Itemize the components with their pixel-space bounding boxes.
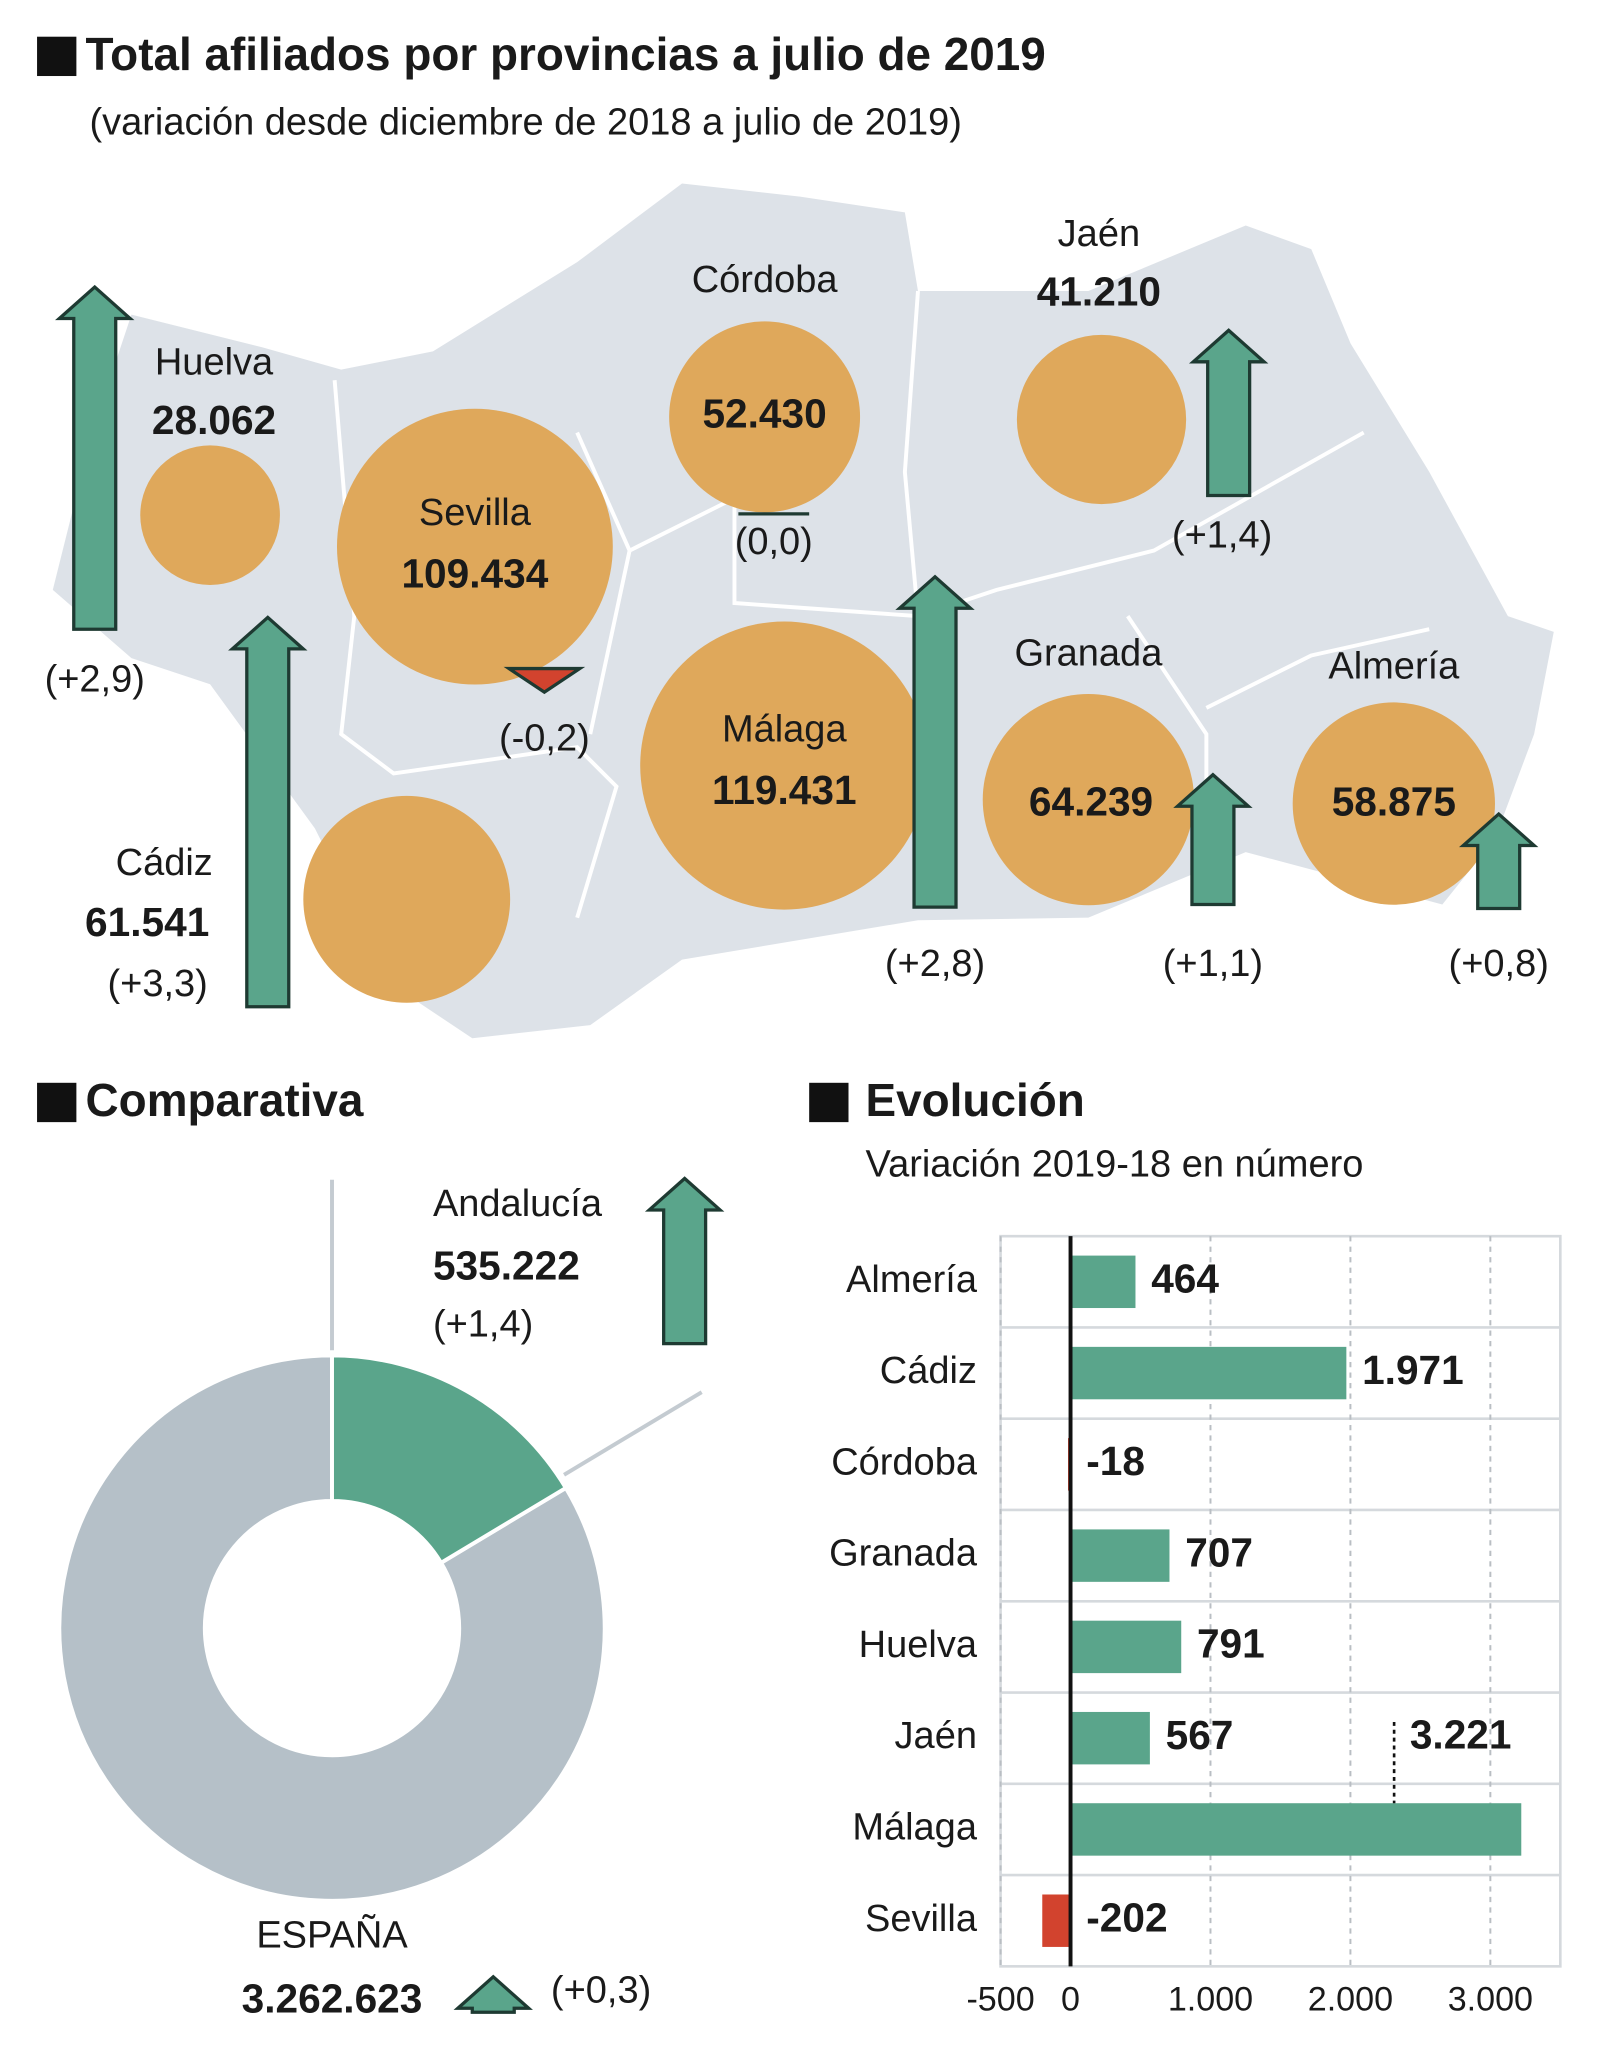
province-value: 119.431 bbox=[712, 767, 857, 813]
bar bbox=[1070, 1255, 1136, 1309]
change-arrow bbox=[1459, 811, 1539, 911]
country-change: (+0,3) bbox=[551, 1970, 651, 2012]
x-tick-label: 1.000 bbox=[1168, 1981, 1253, 2019]
province-value: 109.434 bbox=[401, 551, 548, 597]
section-marker bbox=[809, 1082, 849, 1123]
change-arrow bbox=[644, 1176, 725, 1346]
bubble bbox=[303, 795, 511, 1003]
province-value: 28.062 bbox=[152, 397, 276, 443]
bar-subtitle: Variación 2019-18 en número bbox=[866, 1144, 1364, 1186]
leader-line bbox=[563, 1390, 703, 1477]
province-value: 52.430 bbox=[702, 391, 826, 437]
province-name: Jaén bbox=[1058, 213, 1140, 255]
province-change: (-0,2) bbox=[499, 718, 590, 760]
map-subtitle: (variación desde diciembre de 2018 a jul… bbox=[89, 102, 961, 144]
province-borders bbox=[332, 290, 1430, 919]
bar bbox=[1070, 1346, 1347, 1400]
bubble bbox=[1016, 334, 1187, 505]
bubble bbox=[669, 321, 861, 513]
value-label: -18 bbox=[1086, 1438, 1145, 1484]
pie-title: Comparativa bbox=[86, 1074, 364, 1126]
bar bbox=[1070, 1529, 1170, 1582]
value-label: 791 bbox=[1197, 1621, 1265, 1667]
category-label: Sevilla bbox=[865, 1898, 978, 1940]
province-name: Almería bbox=[1328, 646, 1460, 688]
category-label: Cádiz bbox=[880, 1350, 977, 1392]
category-label: Huelva bbox=[859, 1624, 978, 1666]
province-change: (+2,8) bbox=[885, 943, 985, 985]
value-label: 3.221 bbox=[1410, 1711, 1512, 1757]
province-change: (+1,4) bbox=[1172, 515, 1272, 557]
province-name: Córdoba bbox=[692, 259, 839, 301]
change-arrow bbox=[1188, 328, 1269, 498]
province-value: 61.541 bbox=[85, 899, 209, 945]
value-label: 1.971 bbox=[1362, 1347, 1464, 1393]
province-change: (+1,1) bbox=[1163, 943, 1263, 985]
bubble bbox=[1292, 702, 1495, 905]
section-marker bbox=[37, 1082, 77, 1123]
map-title: Total afiliados por provincias a julio d… bbox=[86, 28, 1046, 80]
title-marker bbox=[37, 36, 77, 77]
category-label: Málaga bbox=[852, 1806, 977, 1848]
province-change: (+0,8) bbox=[1449, 943, 1549, 985]
bubble bbox=[140, 445, 280, 586]
donut-slice bbox=[330, 1353, 569, 1566]
province-change: (+2,9) bbox=[45, 659, 145, 701]
change-arrow bbox=[895, 574, 975, 909]
province-name: Málaga bbox=[722, 709, 847, 751]
province-name: Granada bbox=[1014, 632, 1163, 674]
country-value: 3.262.623 bbox=[242, 1975, 423, 2021]
x-tick-label: 3.000 bbox=[1448, 1981, 1533, 2019]
map-layer: Huelva 28.062 (+2,9) Sevilla 109.434 (-0,2) Có… bbox=[45, 213, 1549, 1009]
bar-layer: -500 0 1.000 2.000 3.000 Almería 464 Cádiz 1.971… bbox=[829, 1236, 1561, 2019]
value-label: -202 bbox=[1086, 1894, 1167, 1940]
bar bbox=[1070, 1711, 1150, 1765]
region-value: 535.222 bbox=[433, 1243, 580, 1289]
change-arrow bbox=[503, 666, 586, 695]
bar bbox=[1070, 1803, 1522, 1856]
pie-layer: Andalucía 535.222 (+1,4) ESPAÑA 3.262.623 (+0… bbox=[57, 1176, 725, 2021]
province-value: 64.239 bbox=[1029, 779, 1153, 825]
province-name: Huelva bbox=[155, 341, 274, 383]
region-name: Andalucía bbox=[433, 1183, 603, 1225]
province-name: Sevilla bbox=[419, 492, 532, 534]
x-tick-label: -500 bbox=[966, 1981, 1034, 2019]
province-change: (0,0) bbox=[735, 521, 813, 563]
donut-slice bbox=[57, 1353, 607, 1903]
province-name: Cádiz bbox=[116, 842, 213, 884]
category-label: Granada bbox=[829, 1533, 978, 1575]
region-change: (+1,4) bbox=[433, 1304, 533, 1346]
country-name: ESPAÑA bbox=[256, 1914, 408, 1957]
value-label: 707 bbox=[1185, 1529, 1253, 1575]
x-tick-label: 2.000 bbox=[1308, 1981, 1393, 2019]
change-arrow bbox=[55, 284, 135, 631]
category-label: Almería bbox=[846, 1259, 978, 1301]
bar bbox=[1070, 1620, 1182, 1674]
bubble bbox=[336, 408, 613, 685]
province-value: 58.875 bbox=[1332, 779, 1456, 825]
x-tick-label: 0 bbox=[1061, 1981, 1080, 2019]
change-arrow bbox=[1173, 772, 1253, 907]
change-arrow bbox=[453, 1974, 533, 2014]
category-label: Córdoba bbox=[831, 1441, 978, 1483]
category-label: Jaén bbox=[895, 1715, 977, 1757]
value-label: 464 bbox=[1151, 1256, 1219, 1302]
value-label: 567 bbox=[1166, 1712, 1234, 1758]
bubble bbox=[982, 693, 1195, 906]
change-arrow bbox=[228, 615, 308, 1009]
province-value: 41.210 bbox=[1037, 269, 1161, 315]
bar-title: Evolución bbox=[866, 1074, 1085, 1126]
bar bbox=[1042, 1894, 1071, 1947]
bubble bbox=[640, 621, 929, 910]
province-change: (+3,3) bbox=[107, 963, 207, 1005]
